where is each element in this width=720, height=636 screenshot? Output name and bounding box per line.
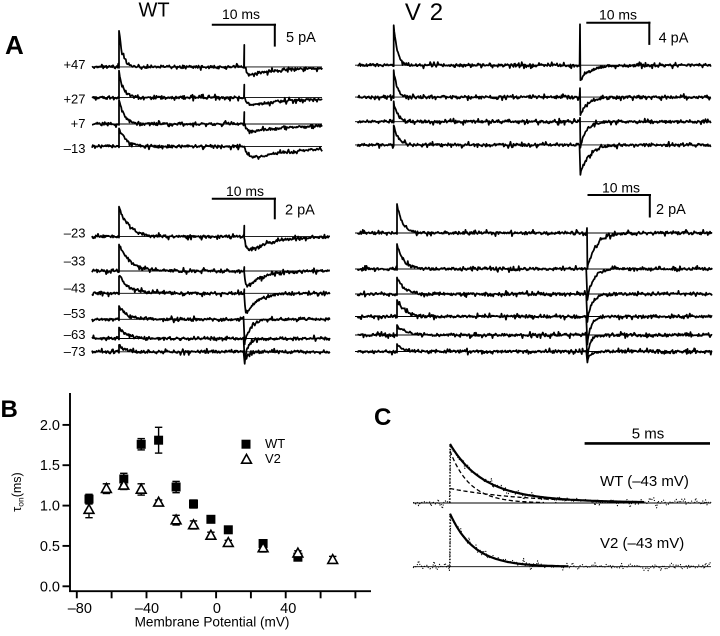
svg-text:10 ms: 10 ms bbox=[599, 7, 637, 23]
svg-text:10 ms: 10 ms bbox=[602, 180, 640, 196]
svg-text:2.0: 2.0 bbox=[40, 418, 60, 434]
svg-text:–80: –80 bbox=[68, 601, 92, 617]
svg-text:–23: –23 bbox=[64, 226, 86, 241]
svg-text:0: 0 bbox=[213, 601, 221, 617]
svg-text:+7: +7 bbox=[71, 116, 86, 131]
svg-text:1.5: 1.5 bbox=[40, 458, 60, 474]
svg-text:B: B bbox=[1, 396, 18, 423]
svg-text:5 pA: 5 pA bbox=[286, 30, 316, 46]
svg-text:1.0: 1.0 bbox=[40, 499, 60, 515]
svg-text:–73: –73 bbox=[64, 344, 86, 359]
svg-text:4 pA: 4 pA bbox=[659, 31, 689, 47]
svg-text:–33: –33 bbox=[64, 254, 86, 269]
svg-text:V2: V2 bbox=[265, 451, 281, 466]
svg-text:+47: +47 bbox=[63, 57, 85, 72]
svg-text:Membrane Potential (mV): Membrane Potential (mV) bbox=[135, 615, 290, 630]
svg-text:–63: –63 bbox=[64, 327, 86, 342]
svg-text:5 ms: 5 ms bbox=[632, 426, 665, 443]
svg-text:2 pA: 2 pA bbox=[285, 203, 315, 219]
svg-text:0.5: 0.5 bbox=[40, 539, 60, 555]
svg-text:2 pA: 2 pA bbox=[656, 202, 686, 218]
svg-text:A: A bbox=[5, 30, 24, 60]
svg-text:C: C bbox=[374, 404, 391, 431]
svg-text:WT (–43 mV): WT (–43 mV) bbox=[600, 473, 689, 490]
svg-text:+27: +27 bbox=[63, 92, 85, 107]
svg-text:–43: –43 bbox=[64, 280, 86, 295]
svg-text:0.0: 0.0 bbox=[40, 579, 60, 595]
svg-text:–53: –53 bbox=[64, 306, 86, 321]
svg-text:10 ms: 10 ms bbox=[222, 6, 260, 22]
svg-text:40: 40 bbox=[280, 601, 296, 617]
svg-text:WT: WT bbox=[265, 436, 285, 451]
svg-text:V2 (–43 mV): V2 (–43 mV) bbox=[600, 535, 684, 552]
svg-text:V 2: V 2 bbox=[405, 0, 445, 26]
svg-text:WT: WT bbox=[138, 0, 169, 22]
svg-text:–13: –13 bbox=[64, 141, 86, 156]
svg-text:–40: –40 bbox=[135, 601, 159, 617]
svg-text:10 ms: 10 ms bbox=[226, 183, 264, 199]
